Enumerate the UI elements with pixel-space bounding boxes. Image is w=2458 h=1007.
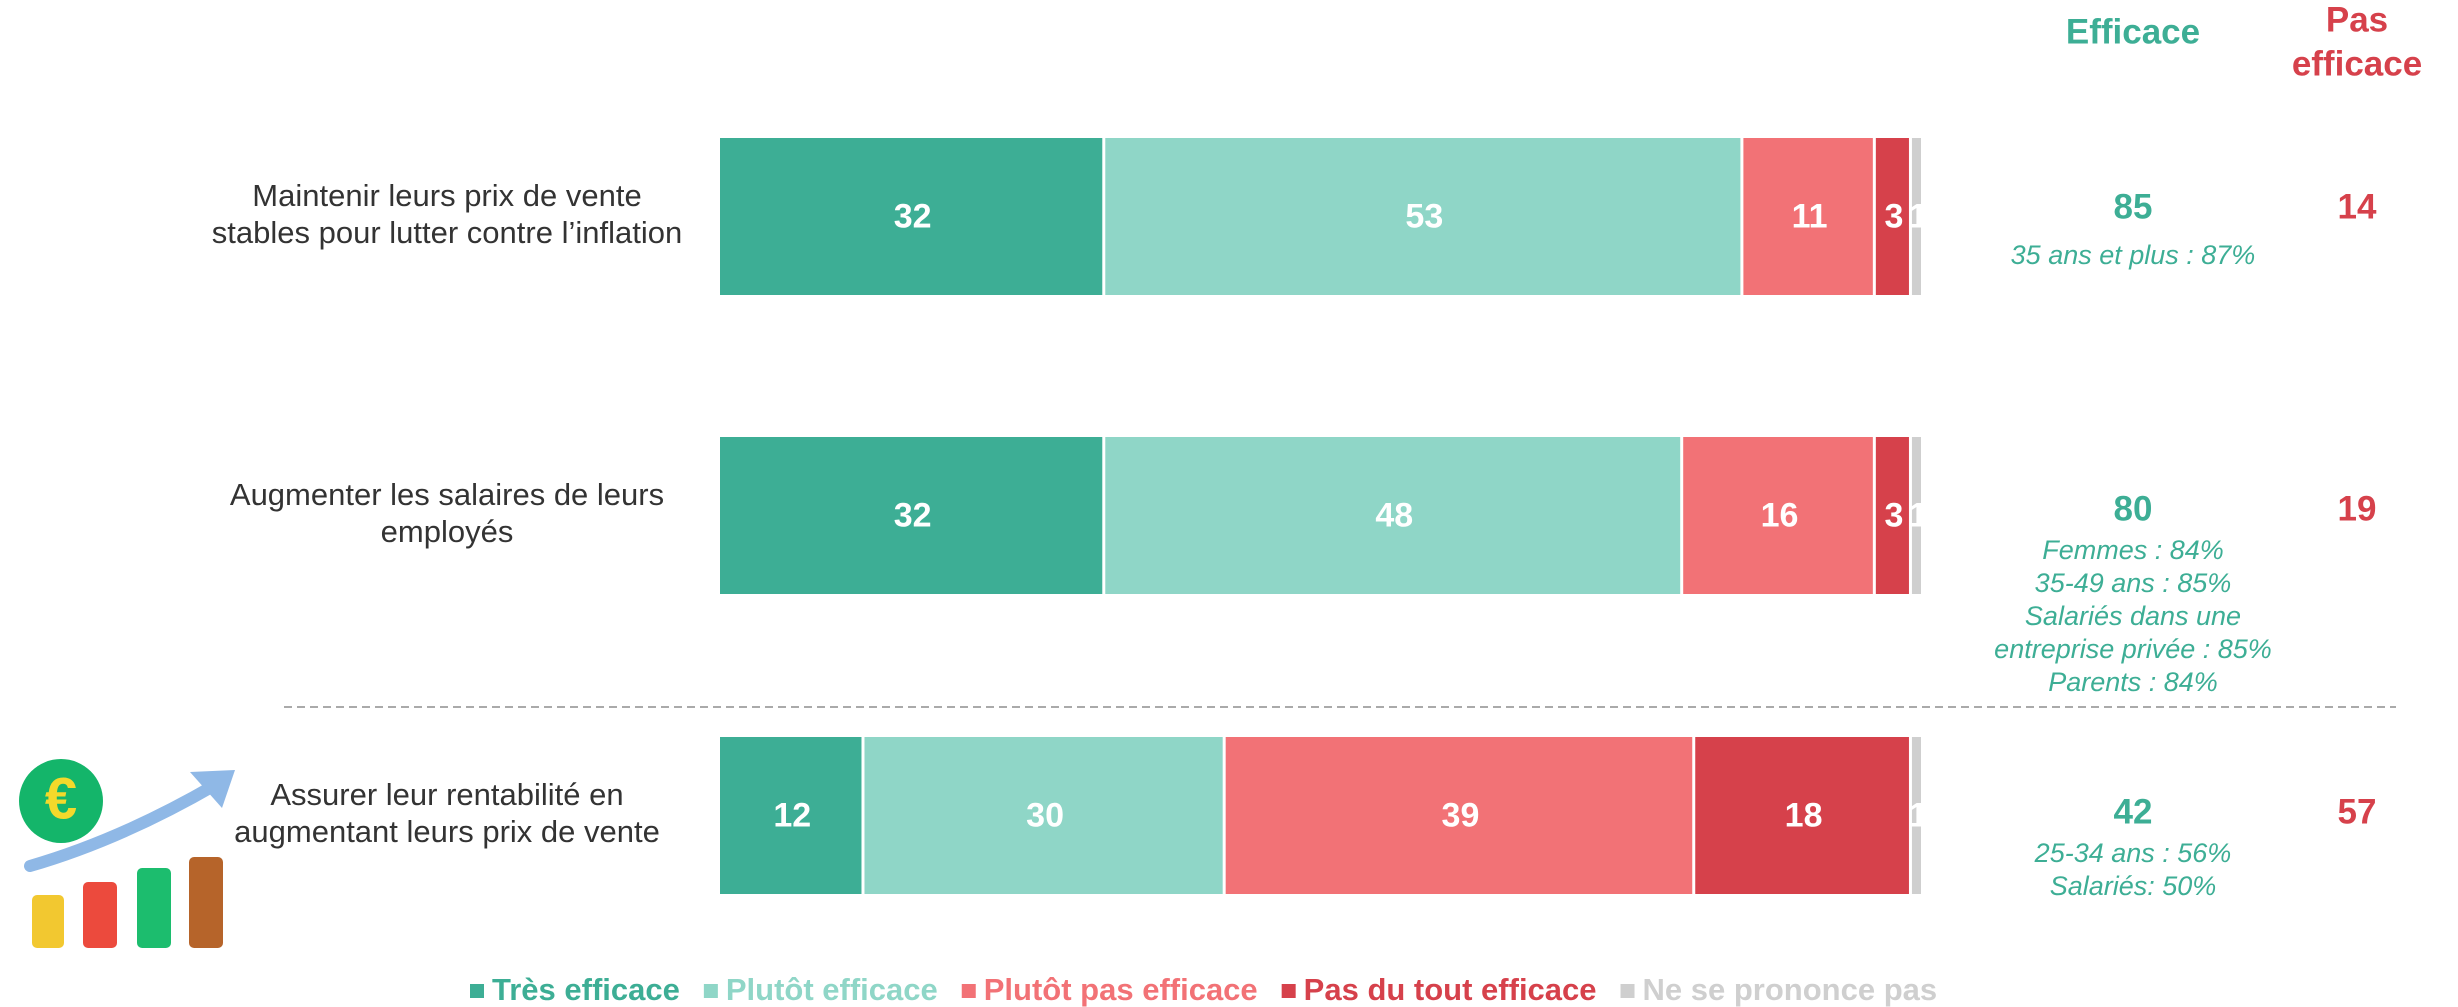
value-label: 1 [1909,197,1928,235]
legend-label: Plutôt pas efficace [984,972,1258,1007]
legend-swatch [704,984,718,998]
note: 35 ans et plus : 87% [2011,240,2256,270]
value-label: 11 [1792,197,1828,235]
note: 35-49 ans : 85% [2035,568,2232,598]
category-label: Assurer leur rentabilité en [270,777,623,812]
column-header: Pas [2326,0,2388,39]
note: Salariés: 50% [2050,871,2217,901]
note: Salariés dans une [2025,601,2241,631]
value-label: 1 [1909,796,1928,834]
total-value: 14 [2338,187,2377,226]
legend-label: Pas du tout efficace [1304,972,1597,1007]
category-label: employés [381,514,514,549]
legend-label: Très efficace [492,972,680,1007]
value-label: 12 [773,796,811,834]
column-header: Efficace [2066,12,2200,51]
note: Femmes : 84% [2042,535,2224,565]
page: € Maintenir leurs prix de ventestables p… [0,0,2458,1007]
note: entreprise privée : 85% [1994,634,2272,664]
chart: € Maintenir leurs prix de ventestables p… [0,0,2458,1007]
category-label: stables pour lutter contre l’inflation [212,215,682,250]
value-label: 53 [1405,197,1443,235]
legend-swatch [1621,984,1635,998]
legend-swatch [470,984,484,998]
svg-text:€: € [45,766,77,831]
legend-label: Ne se prononce pas [1643,972,1938,1007]
column-header: efficace [2292,44,2422,83]
icon: € [19,759,235,948]
value-label: 32 [894,197,932,235]
value-label: 16 [1761,496,1799,534]
total-value: 57 [2338,792,2377,831]
category-label: Maintenir leurs prix de vente [252,178,641,213]
total-value: 85 [2114,187,2153,226]
value-label: 30 [1026,796,1064,834]
legend-swatch [962,984,976,998]
value-label: 39 [1442,796,1480,834]
legend-label: Plutôt efficace [726,972,938,1007]
total-value: 80 [2114,489,2153,528]
value-label: 3 [1884,197,1903,235]
category-label: augmentant leurs prix de vente [234,814,660,849]
category-label: Augmenter les salaires de leurs [230,477,664,512]
legend-swatch [1282,984,1296,998]
value-label: 48 [1375,496,1413,534]
value-label: 1 [1909,496,1928,534]
total-value: 42 [2114,792,2153,831]
value-label: 32 [894,496,932,534]
value-label: 3 [1884,496,1903,534]
note: Parents : 84% [2048,667,2218,697]
note: 25-34 ans : 56% [2034,838,2232,868]
total-value: 19 [2338,489,2377,528]
value-label: 18 [1785,796,1823,834]
